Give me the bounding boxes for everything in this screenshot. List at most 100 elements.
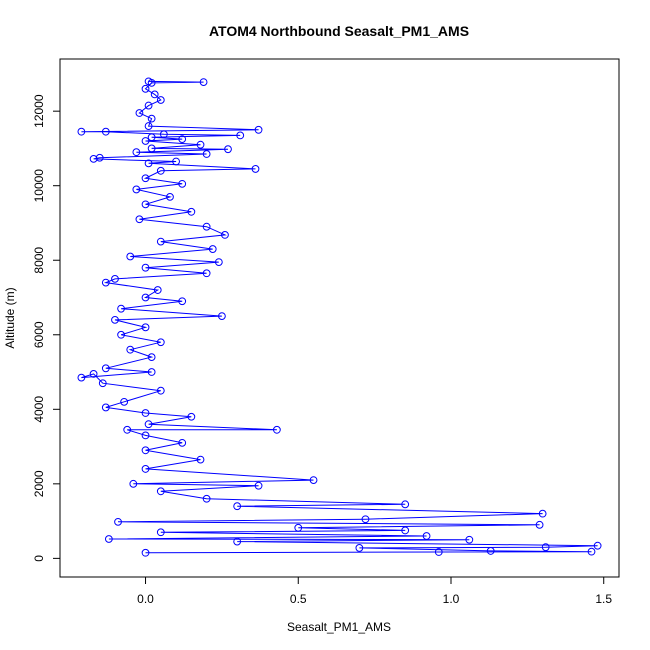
data-point — [141, 174, 150, 183]
series-line — [81, 80, 598, 554]
data-point — [166, 192, 174, 201]
data-point — [150, 90, 159, 99]
data-point — [156, 528, 165, 537]
data-point — [141, 84, 150, 93]
data-point — [98, 379, 107, 388]
x-tick-label: 0.5 — [290, 592, 307, 606]
data-point — [141, 446, 150, 455]
data-point — [251, 165, 260, 173]
data-point — [187, 412, 196, 421]
data-point — [147, 133, 156, 142]
data-point — [126, 252, 135, 261]
data-point — [486, 547, 495, 555]
data-point — [294, 523, 303, 532]
data-point — [535, 520, 544, 529]
data-point — [101, 127, 110, 136]
data-point — [221, 230, 229, 239]
y-tick-label: 0 — [32, 555, 46, 562]
y-tick-label: 6000 — [32, 321, 46, 348]
data-point — [156, 237, 165, 246]
x-tick-label: 0.0 — [137, 592, 154, 606]
data-point — [141, 293, 150, 302]
y-tick-label: 10000 — [32, 169, 46, 203]
data-point — [202, 222, 211, 231]
data-point — [95, 153, 104, 162]
data-point — [172, 157, 180, 166]
data-point — [104, 535, 113, 543]
data-point — [593, 541, 602, 550]
data-point — [141, 263, 150, 272]
data-point — [141, 431, 150, 440]
data-point — [355, 544, 364, 552]
data-point — [538, 509, 547, 518]
data-point — [89, 369, 98, 378]
data-point — [101, 278, 110, 287]
data-point — [147, 78, 156, 87]
data-point — [144, 122, 153, 130]
data-point — [465, 535, 474, 544]
data-point — [132, 148, 141, 157]
data-point — [208, 245, 217, 253]
data-point — [361, 515, 370, 524]
data-point — [202, 150, 211, 158]
data-point — [178, 438, 187, 447]
data-point — [153, 286, 162, 294]
data-point — [147, 144, 156, 153]
data-point — [156, 487, 165, 496]
data-point — [147, 114, 156, 123]
data-point — [156, 338, 165, 347]
data-point — [77, 373, 86, 382]
y-tick-label: 8000 — [32, 247, 46, 274]
data-point — [132, 185, 141, 194]
data-point — [199, 78, 208, 87]
data-point — [129, 479, 138, 488]
data-point — [111, 274, 119, 283]
data-point — [141, 323, 150, 332]
data-point — [224, 145, 232, 154]
data-point — [111, 315, 119, 324]
y-axis-label: Altitude (m) — [3, 287, 17, 348]
y-tick-label: 2000 — [32, 470, 46, 497]
data-point — [401, 526, 410, 535]
data-point — [187, 207, 196, 216]
data-point — [101, 364, 110, 373]
y-axis: 0 2000 4000 6000 8000 10000 12000 — [32, 94, 61, 562]
data-point — [178, 297, 187, 306]
data-point — [202, 494, 211, 503]
data-point — [401, 500, 410, 509]
x-tick-label: 1.5 — [595, 592, 612, 606]
data-point — [144, 420, 153, 429]
data-point — [117, 330, 125, 339]
data-point — [141, 465, 150, 473]
data-point — [117, 304, 125, 313]
data-point — [236, 131, 245, 140]
data-series — [77, 77, 602, 557]
x-axis-label: Seasalt_PM1_AMS — [287, 620, 391, 634]
data-point — [254, 481, 263, 490]
data-point — [89, 154, 98, 163]
data-point — [141, 200, 150, 209]
data-point — [196, 140, 205, 149]
data-point — [178, 135, 187, 144]
y-tick-label: 4000 — [32, 396, 46, 423]
data-point — [178, 179, 187, 188]
data-point — [141, 548, 150, 557]
data-point — [309, 476, 318, 485]
data-point — [147, 353, 156, 362]
data-point — [144, 101, 153, 110]
data-point — [159, 130, 168, 139]
data-point — [272, 425, 281, 434]
data-point — [587, 547, 596, 556]
data-point — [217, 312, 226, 321]
data-point — [156, 166, 165, 175]
data-point — [156, 96, 165, 104]
data-point — [233, 502, 242, 511]
data-point — [126, 345, 135, 354]
data-point — [422, 532, 431, 540]
x-tick-label: 1.0 — [443, 592, 460, 606]
data-point — [77, 127, 86, 136]
chart-title: ATOM4 Northbound Seasalt_PM1_AMS — [209, 23, 469, 39]
